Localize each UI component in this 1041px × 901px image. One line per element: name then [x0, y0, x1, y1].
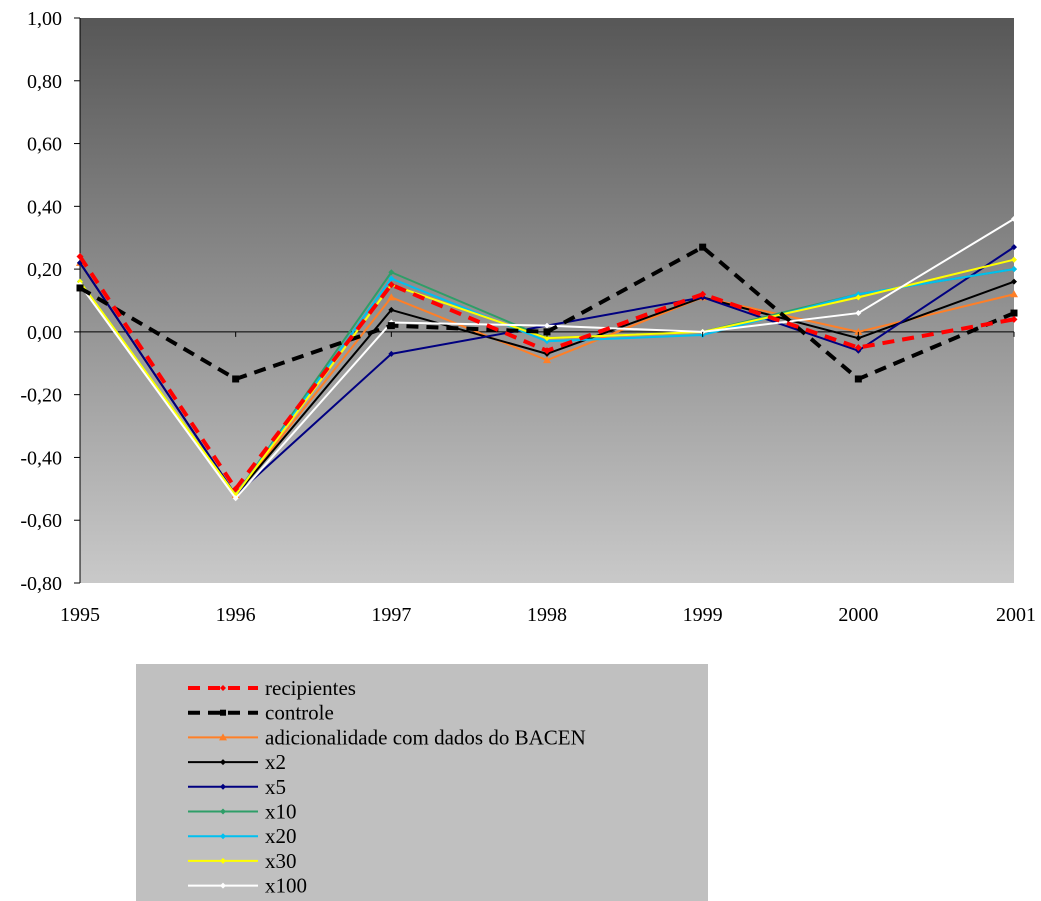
data-point: [232, 375, 240, 383]
data-point: [1011, 278, 1017, 285]
data-point: [544, 335, 550, 342]
data-point: [1011, 266, 1017, 273]
legend-box: [136, 664, 708, 901]
y-tick-label: 0,00: [27, 322, 62, 344]
legend-label: adicionalidade com dados do BACEN: [265, 725, 586, 749]
data-point: [1010, 290, 1018, 298]
x-tick-label: 1997: [371, 604, 411, 626]
y-tick-label: 1,00: [27, 8, 62, 30]
data-point: [388, 306, 395, 313]
legend-item: x2: [188, 750, 286, 774]
data-point: [1010, 309, 1018, 317]
data-point: [76, 253, 84, 261]
data-point: [854, 327, 863, 335]
legend-label: x100: [265, 874, 307, 898]
data-point: [220, 833, 226, 840]
legend-item: controle: [188, 701, 334, 725]
data-point: [219, 733, 227, 741]
data-point: [1011, 215, 1017, 222]
data-point: [387, 322, 395, 330]
data-point: [544, 338, 550, 345]
data-point: [220, 759, 226, 766]
x-tick-label: 1995: [60, 604, 100, 626]
data-point: [854, 344, 862, 352]
x-tick-label: 1998: [527, 604, 567, 626]
data-point: [699, 243, 707, 251]
legend-label: x30: [265, 849, 297, 873]
data-point: [232, 495, 239, 502]
y-tick-label: -0,60: [20, 510, 62, 532]
x-tick-label: 1996: [216, 604, 256, 626]
legend-item: recipientes: [188, 676, 356, 700]
data-point: [855, 294, 862, 301]
y-tick-label: 0,40: [27, 196, 62, 218]
legend-label: controle: [265, 701, 334, 725]
data-point: [220, 783, 226, 790]
legend-item: x5: [188, 775, 286, 799]
legend-item: x10: [188, 800, 297, 824]
series-recipientes: [76, 253, 1018, 493]
y-tick-label: 0,60: [27, 134, 62, 156]
x-tick-label: 2001: [996, 604, 1036, 626]
data-point: [855, 310, 862, 317]
y-tick-label: -0,20: [20, 385, 62, 407]
legend-item: x20: [188, 824, 297, 848]
data-point: [220, 857, 226, 864]
legend-item: x30: [188, 849, 297, 873]
data-point: [1011, 256, 1017, 263]
data-point: [699, 290, 707, 298]
data-point: [388, 269, 395, 276]
data-point: [232, 485, 240, 493]
data-point: [77, 278, 83, 285]
data-point: [1010, 315, 1018, 323]
data-point: [544, 322, 550, 329]
data-point: [220, 685, 226, 691]
legend-label: x10: [265, 800, 297, 824]
data-point: [543, 356, 551, 364]
data-point: [220, 709, 226, 716]
plot-area: [80, 18, 1014, 583]
data-point: [543, 347, 551, 355]
y-tick-label: -0,40: [20, 447, 62, 469]
y-tick-label: -0,80: [20, 573, 62, 595]
data-point: [388, 275, 395, 282]
data-point: [387, 281, 395, 289]
data-point: [220, 882, 226, 889]
data-point: [855, 291, 862, 298]
legend-item: adicionalidade com dados do BACEN: [188, 725, 586, 749]
data-point: [1011, 244, 1017, 251]
legend-item: x100: [188, 874, 307, 898]
data-point: [388, 350, 395, 357]
y-tick-label: 0,20: [27, 259, 62, 281]
legend-label: x20: [265, 824, 297, 848]
data-point: [76, 284, 84, 292]
legend-label: x5: [265, 775, 286, 799]
tick-labels: 1,00 0,80 0,60 0,40 0,20 0,00 -0,20 -0,40 -0,60 -…: [20, 8, 1036, 626]
legend-label: recipientes: [265, 676, 356, 700]
data-point: [855, 335, 862, 342]
x-tick-label: 1999: [683, 604, 723, 626]
y-tick-label: 0,80: [27, 71, 62, 93]
data-point: [220, 808, 226, 815]
data-point: [387, 293, 396, 301]
data-point: [854, 375, 862, 383]
legend-label: x2: [265, 750, 286, 774]
x-tick-label: 2000: [838, 604, 878, 626]
